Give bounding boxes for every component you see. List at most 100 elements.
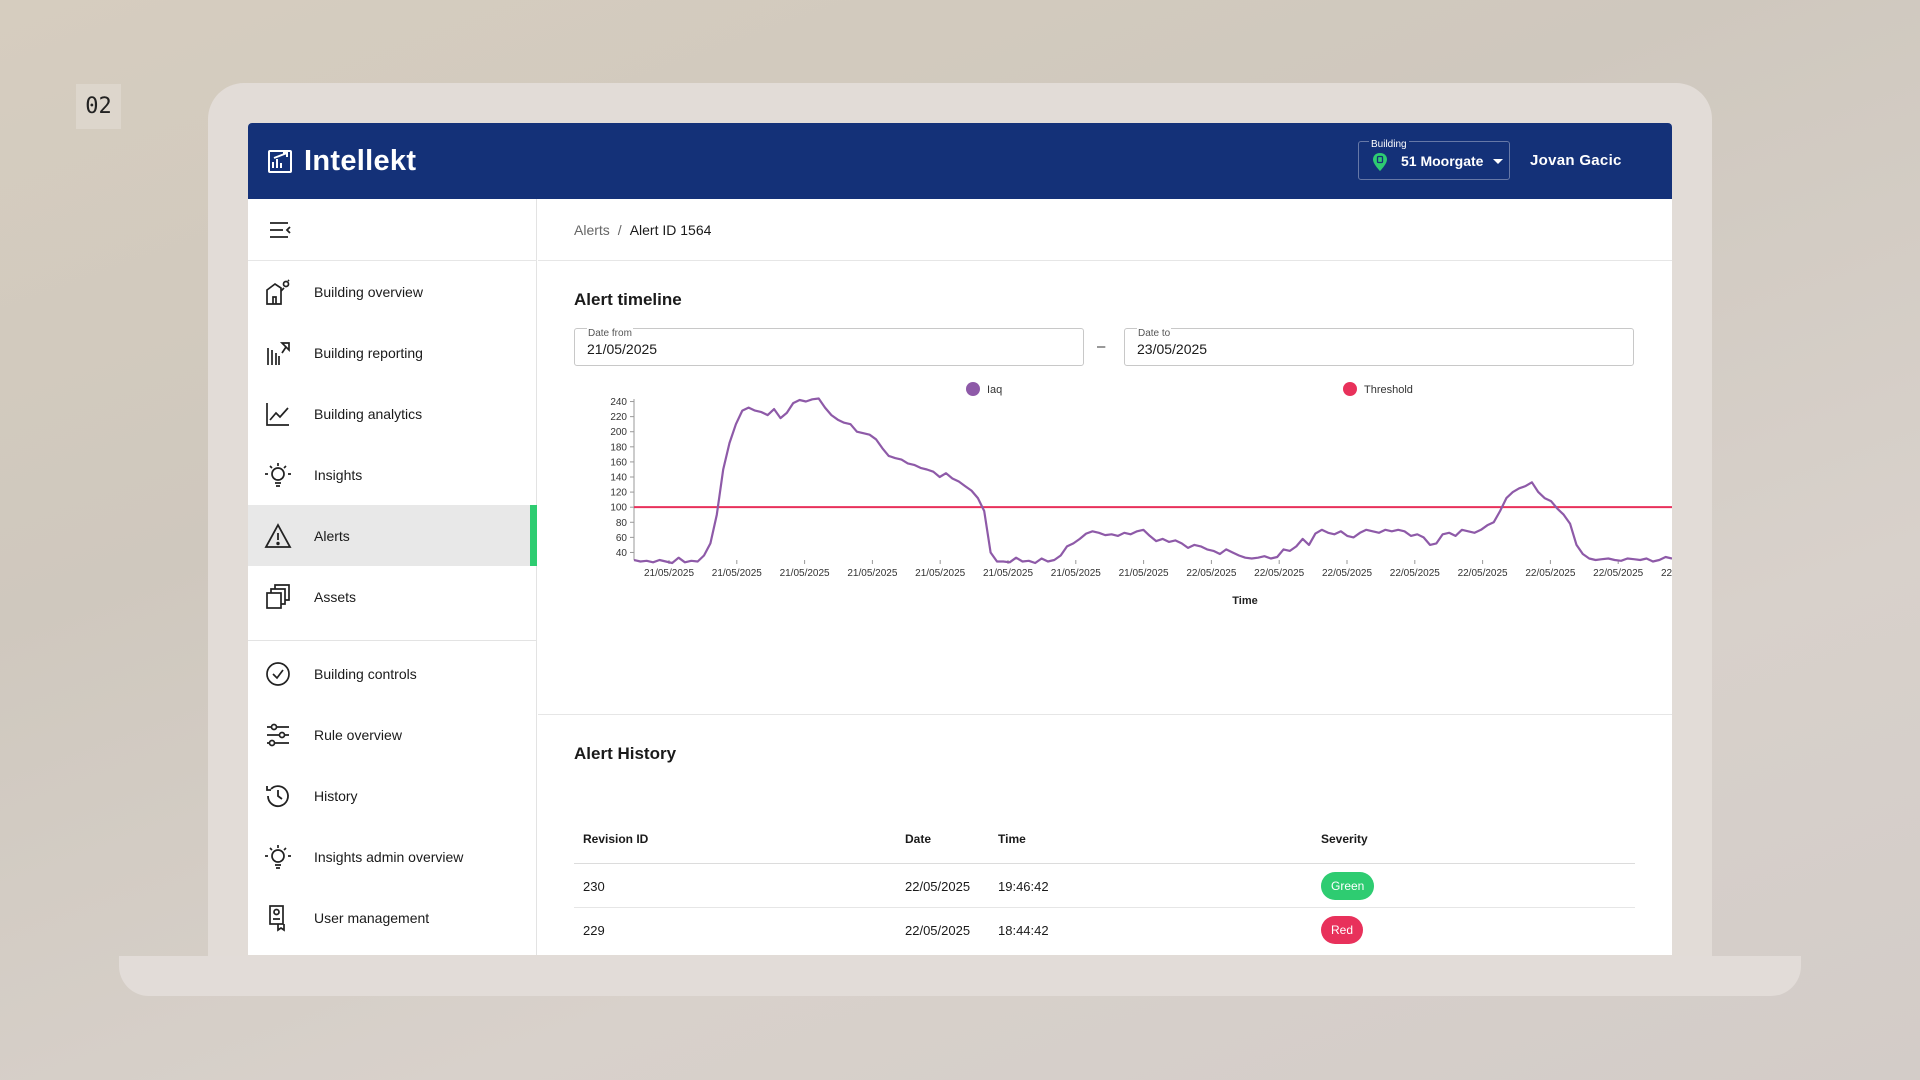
sidebar-item-building-overview[interactable]: Building overview [248, 261, 537, 322]
x-tick-label: 22/05/2025 [1254, 568, 1304, 579]
date-from-field[interactable]: Date from 21/05/2025 [574, 328, 1084, 366]
sidebar-item-label: History [314, 787, 358, 804]
x-tick-label: 21/05/2025 [780, 568, 830, 579]
x-tick-label: 22/05/2025 [1186, 568, 1236, 579]
date-to-value: 23/05/2025 [1137, 341, 1208, 357]
alert-history-title: Alert History [574, 744, 677, 763]
breadcrumb-current: Alert ID 1564 [629, 222, 712, 238]
divider [538, 714, 1672, 715]
chevron-down-icon [1493, 159, 1503, 164]
sidebar-item-label: Building controls [314, 665, 417, 682]
column-header-date[interactable]: Date [905, 832, 932, 846]
legend-label: Iaq [987, 384, 1002, 396]
sidebar-item-insights-admin-overview[interactable]: Insights admin overview [248, 826, 537, 887]
building-overview-icon [266, 278, 290, 305]
y-tick-label: 60 [616, 533, 628, 544]
sidebar-item-label: Insights admin overview [314, 848, 464, 865]
sidebar-item-insights[interactable]: Insights [248, 444, 537, 505]
user-badge-icon [269, 904, 285, 932]
severity-badge: Green [1321, 872, 1375, 900]
date-from-label: Date from [587, 328, 633, 339]
y-tick-label: 100 [610, 503, 627, 514]
divider [248, 260, 537, 261]
date-to-field[interactable]: Date to 23/05/2025 [1124, 328, 1634, 366]
y-tick-label: 40 [616, 548, 628, 559]
history-clock-icon [266, 784, 289, 807]
lightbulb-icon [265, 844, 291, 869]
x-tick-label: 22/05/2025 [1525, 568, 1575, 579]
column-header-time[interactable]: Time [998, 832, 1026, 846]
collapse-menu-icon[interactable] [268, 220, 292, 240]
legend-marker [966, 382, 980, 396]
chart-svg: Iaq Threshold 40 60 80 100 120 140 160 180 200 220 2… [610, 382, 1672, 607]
x-tick-label: 21/05/2025 [847, 568, 897, 579]
table-row[interactable]: 230 22/05/2025 19:46:42 Green [574, 864, 1635, 908]
y-tick-label: 180 [610, 442, 627, 453]
y-tick-label: 140 [610, 473, 627, 484]
x-tick-label: 21/05/2025 [644, 568, 694, 579]
date-cell: 22/05/2025 [905, 923, 971, 938]
alert-timeline-title: Alert timeline [574, 290, 682, 309]
building-chart-icon [268, 150, 292, 173]
time-cell: 18:44:42 [998, 923, 1049, 938]
check-circle-icon [266, 661, 290, 686]
date-to-label: Date to [1137, 328, 1172, 339]
building-select-value: 51 Moorgate [1401, 153, 1484, 169]
breadcrumb: Alerts / Alert ID 1564 [574, 222, 711, 238]
y-tick-label: 160 [610, 457, 627, 468]
divider [248, 640, 537, 641]
app-name: Intellekt [304, 144, 417, 177]
x-tick-label: 21/05/2025 [1051, 568, 1101, 579]
x-tick-label: 21/05/2025 [1119, 568, 1169, 579]
user-menu[interactable]: Jovan Gacic [1530, 152, 1622, 169]
top-bar: Intellekt Building 51 Moorgate Jovan Gac… [248, 123, 1672, 199]
divider [574, 863, 1635, 864]
warning-triangle-icon [264, 522, 292, 548]
sliders-icon [267, 723, 289, 746]
sidebar-item-label: Building overview [314, 283, 423, 300]
sidebar-item-alerts[interactable]: Alerts [248, 505, 537, 566]
divider [538, 260, 1672, 261]
sidebar-item-user-management[interactable]: User management [248, 887, 537, 948]
y-tick-label: 200 [610, 427, 627, 438]
x-tick-label: 22/05/2025 [1390, 568, 1440, 579]
sidebar-item-building-controls[interactable]: Building controls [248, 643, 537, 704]
sidebar-item-label: Building analytics [314, 405, 423, 422]
sidebar-item-history[interactable]: History [248, 765, 537, 826]
y-tick-label: 240 [610, 397, 627, 408]
legend-marker [1343, 382, 1357, 396]
building-select[interactable]: Building 51 Moorgate [1358, 139, 1510, 180]
sidebar: Building overview Building reporting Bui… [248, 199, 537, 955]
page-number-badge: 02 [76, 84, 121, 129]
sidebar-item-label: User management [314, 909, 430, 926]
breadcrumb-link-alerts[interactable]: Alerts [574, 222, 610, 238]
sidebar-item-building-reporting[interactable]: Building reporting [248, 322, 537, 383]
sidebar-item-building-analytics[interactable]: Building analytics [248, 383, 537, 444]
sidebar-item-label: Building reporting [314, 344, 423, 361]
legend-label: Threshold [1364, 384, 1413, 396]
y-tick-label: 120 [610, 488, 627, 499]
main-content: Alerts / Alert ID 1564 Alert timeline Da… [538, 199, 1672, 955]
sidebar-item-rule-overview[interactable]: Rule overview [248, 704, 537, 765]
sidebar-item-label: Insights [314, 466, 363, 483]
revision-id-cell: 229 [583, 923, 605, 938]
date-range-dash: – [1097, 338, 1106, 355]
alert-timeline-chart: Iaq Threshold 40 60 80 100 120 140 160 180 200 220 2… [538, 374, 1672, 634]
x-tick-label: 21/05/2025 [915, 568, 965, 579]
time-cell: 19:46:42 [998, 879, 1049, 894]
breadcrumb-separator: / [617, 222, 622, 238]
building-select-label: Building [1369, 139, 1409, 150]
date-from-value: 21/05/2025 [587, 341, 658, 357]
building-reporting-icon [267, 341, 290, 365]
sidebar-item-assets[interactable]: Assets [248, 566, 537, 627]
app-screen: Intellekt Building 51 Moorgate Jovan Gac… [248, 123, 1672, 955]
app-logo[interactable]: Intellekt [266, 145, 416, 178]
x-tick-label: 21/05/2025 [712, 568, 762, 579]
severity-badge: Red [1321, 916, 1364, 944]
date-cell: 22/05/2025 [905, 879, 971, 894]
y-tick-label: 220 [610, 412, 627, 423]
revision-id-cell: 230 [583, 879, 605, 894]
table-row[interactable]: 229 22/05/2025 18:44:42 Red [574, 908, 1635, 952]
column-header-revision-id[interactable]: Revision ID [583, 832, 649, 846]
column-header-severity[interactable]: Severity [1321, 832, 1368, 846]
